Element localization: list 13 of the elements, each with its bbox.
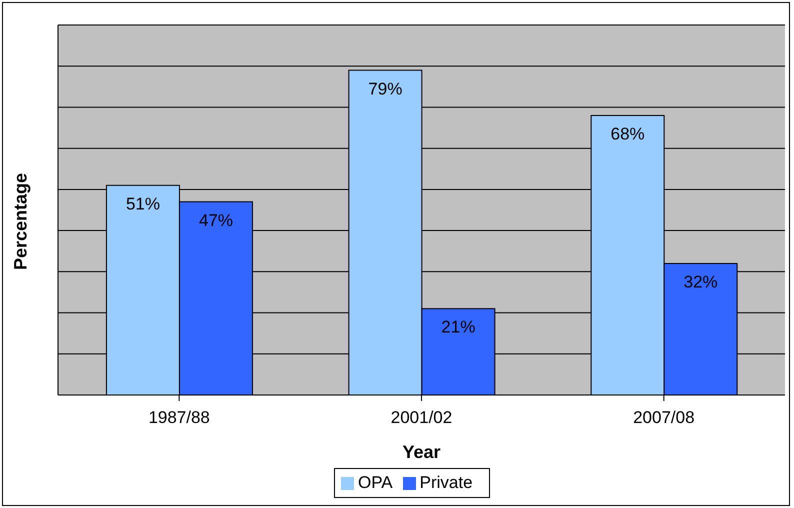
x-tick-label: 1987/88 — [148, 408, 210, 428]
data-label: 47% — [198, 210, 233, 230]
data-label: 68% — [610, 124, 645, 144]
y-axis-title: Percentage — [10, 172, 30, 270]
data-label: 21% — [441, 318, 476, 337]
x-tick-label: 2001/02 — [390, 408, 452, 428]
x-tick-label: 2007/08 — [633, 408, 695, 428]
legend-label: Private — [420, 473, 473, 492]
legend-label: OPA — [358, 473, 393, 492]
data-label: 79% — [368, 79, 402, 98]
x-axis-title: Year — [402, 442, 441, 462]
data-label: 32% — [684, 272, 718, 292]
data-label: 51% — [126, 194, 160, 214]
